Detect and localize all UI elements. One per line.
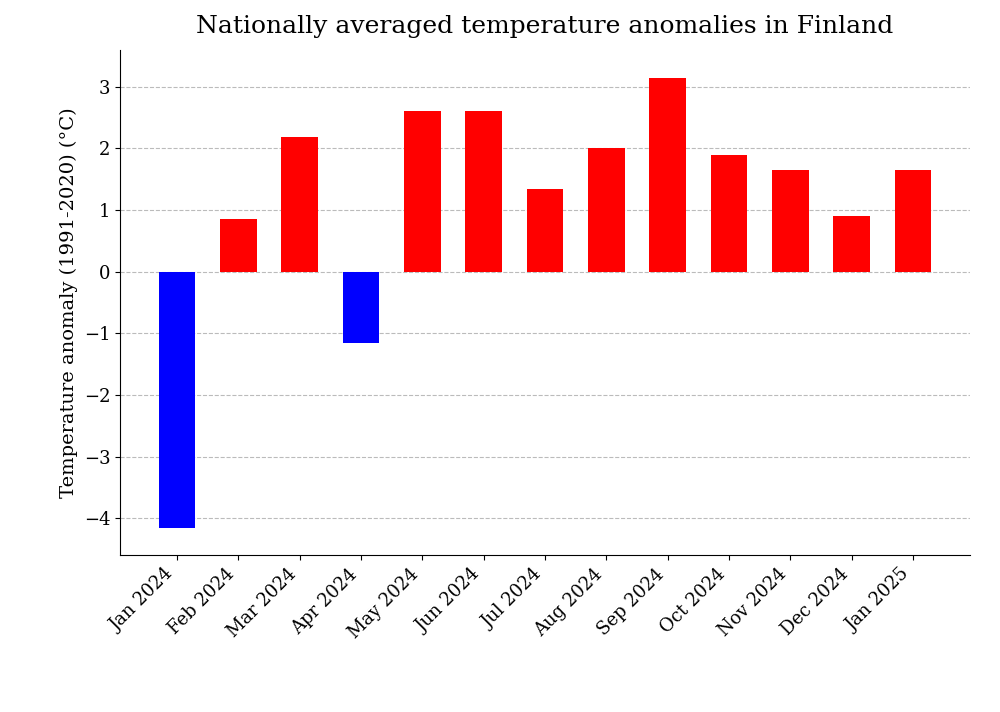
Bar [159, 272, 195, 528]
Bar [465, 112, 502, 272]
Bar [281, 137, 318, 272]
Bar [343, 272, 379, 342]
Y-axis label: Temperature anomaly (1991-2020) (°C): Temperature anomaly (1991-2020) (°C) [60, 108, 78, 498]
Bar [649, 78, 686, 272]
Bar [895, 170, 931, 272]
Title: Nationally averaged temperature anomalies in Finland: Nationally averaged temperature anomalie… [196, 15, 894, 38]
Bar [833, 216, 870, 272]
Bar [404, 112, 441, 272]
Bar [711, 155, 747, 272]
Bar [772, 170, 809, 272]
Bar [220, 219, 257, 272]
Bar [588, 149, 625, 272]
Bar [527, 189, 563, 272]
